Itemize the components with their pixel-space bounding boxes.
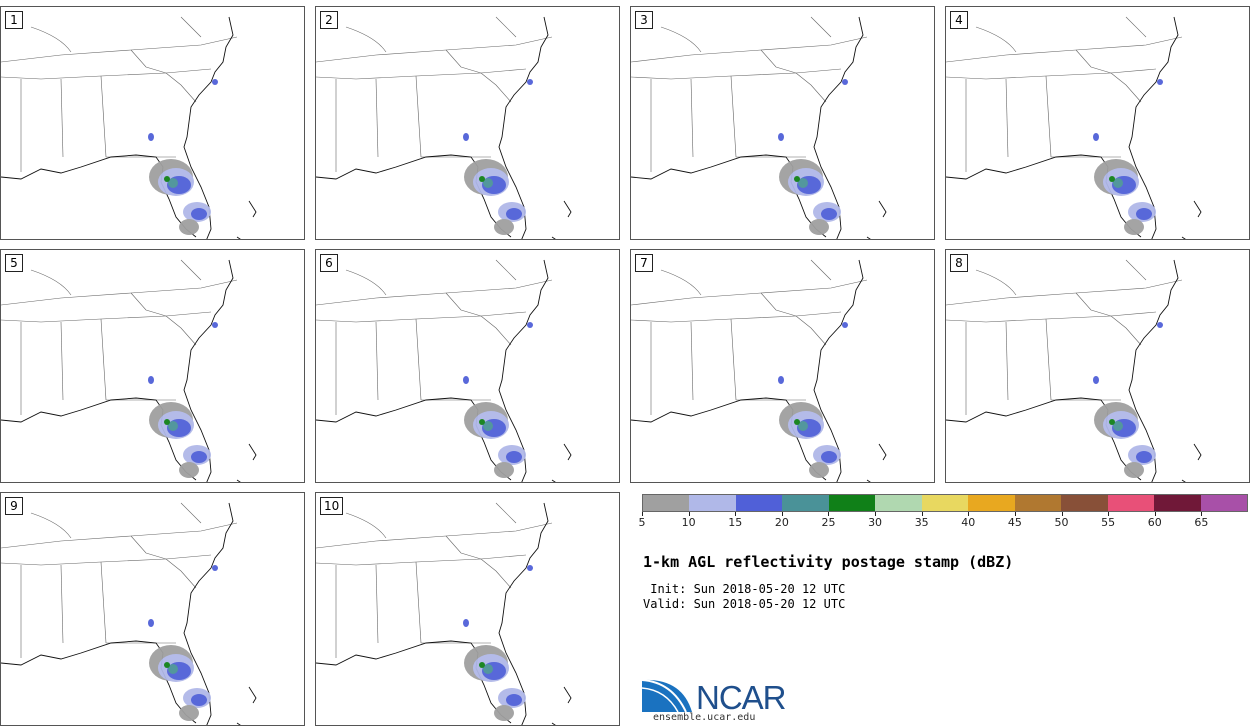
member-label: 4 — [950, 11, 968, 29]
colorbar-segment — [643, 495, 690, 511]
reflectivity-map — [946, 259, 1202, 482]
member-label: 8 — [950, 254, 968, 272]
logo-wordmark: NCAR — [696, 679, 787, 716]
colorbar — [642, 494, 1248, 512]
member-label: 6 — [320, 254, 338, 272]
reflectivity-map — [316, 502, 572, 725]
reflectivity-map — [1, 502, 257, 725]
colorbar-tick — [875, 512, 877, 516]
colorbar-tick — [828, 512, 830, 516]
valid-time: Valid: Sun 2018-05-20 12 UTC — [643, 597, 846, 611]
member-panel-3: 3 — [630, 6, 935, 240]
colorbar-segment — [735, 495, 783, 511]
member-panel-9: 9 — [0, 492, 305, 726]
colorbar-segment — [1107, 495, 1155, 511]
colorbar-tick — [921, 512, 923, 516]
colorbar-tick-label: 5 — [638, 516, 646, 529]
colorbar-tick-label: 60 — [1147, 516, 1162, 529]
plot-title: 1-km AGL reflectivity postage stamp (dBZ… — [643, 553, 1014, 571]
member-label: 5 — [5, 254, 23, 272]
colorbar-tick-label: 40 — [961, 516, 976, 529]
colorbar-tick-label: 10 — [681, 516, 696, 529]
colorbar-tick-label: 35 — [914, 516, 929, 529]
member-label: 9 — [5, 497, 23, 515]
colorbar-tick-label: 55 — [1101, 516, 1116, 529]
member-panel-4: 4 — [945, 6, 1250, 240]
colorbar-tick — [1154, 512, 1156, 516]
reflectivity-map — [631, 16, 887, 239]
colorbar-tick — [968, 512, 970, 516]
member-label: 10 — [320, 497, 344, 515]
member-panel-7: 7 — [630, 249, 935, 483]
colorbar-segment — [1154, 495, 1201, 511]
member-panel-8: 8 — [945, 249, 1250, 483]
colorbar-tick — [1201, 512, 1203, 516]
colorbar-tick-label: 30 — [868, 516, 883, 529]
colorbar-ticks: 5 10 15 20 25 30 35 40 45 50 55 60 65 — [638, 512, 1248, 532]
logo-url: ensemble.ucar.edu — [653, 712, 756, 723]
reflectivity-map — [316, 259, 572, 482]
colorbar-tick — [688, 512, 690, 516]
colorbar-tick-label: 65 — [1194, 516, 1209, 529]
colorbar-tick — [1014, 512, 1016, 516]
colorbar-segment — [782, 495, 829, 511]
colorbar-tick-label: 20 — [774, 516, 789, 529]
colorbar-segment — [828, 495, 876, 511]
colorbar-tick — [1061, 512, 1063, 516]
reflectivity-map — [631, 259, 887, 482]
colorbar-segment — [1014, 495, 1062, 511]
member-label: 2 — [320, 11, 338, 29]
colorbar-segment — [875, 495, 922, 511]
member-panel-2: 2 — [315, 6, 620, 240]
colorbar-tick — [781, 512, 783, 516]
colorbar-tick-label: 15 — [728, 516, 743, 529]
colorbar-tick-label: 50 — [1054, 516, 1069, 529]
colorbar-segment — [1200, 495, 1248, 511]
member-label: 7 — [635, 254, 653, 272]
reflectivity-map — [946, 16, 1202, 239]
init-time: Init: Sun 2018-05-20 12 UTC — [643, 582, 846, 596]
colorbar-tick-label: 45 — [1007, 516, 1022, 529]
colorbar-tick — [1108, 512, 1110, 516]
reflectivity-map — [1, 259, 257, 482]
colorbar-segment — [1061, 495, 1108, 511]
member-panel-6: 6 — [315, 249, 620, 483]
member-panel-1: 1 — [0, 6, 305, 240]
colorbar-segment — [921, 495, 969, 511]
colorbar-tick — [642, 512, 643, 516]
colorbar-segment — [689, 495, 736, 511]
member-label: 1 — [5, 11, 23, 29]
ncar-logo-icon — [642, 679, 692, 713]
colorbar-segment — [968, 495, 1015, 511]
reflectivity-map — [316, 16, 572, 239]
colorbar-tick — [735, 512, 737, 516]
member-panel-5: 5 — [0, 249, 305, 483]
colorbar-tick-label: 25 — [821, 516, 836, 529]
member-label: 3 — [635, 11, 653, 29]
reflectivity-map — [1, 16, 257, 239]
member-panel-10: 10 — [315, 492, 620, 726]
